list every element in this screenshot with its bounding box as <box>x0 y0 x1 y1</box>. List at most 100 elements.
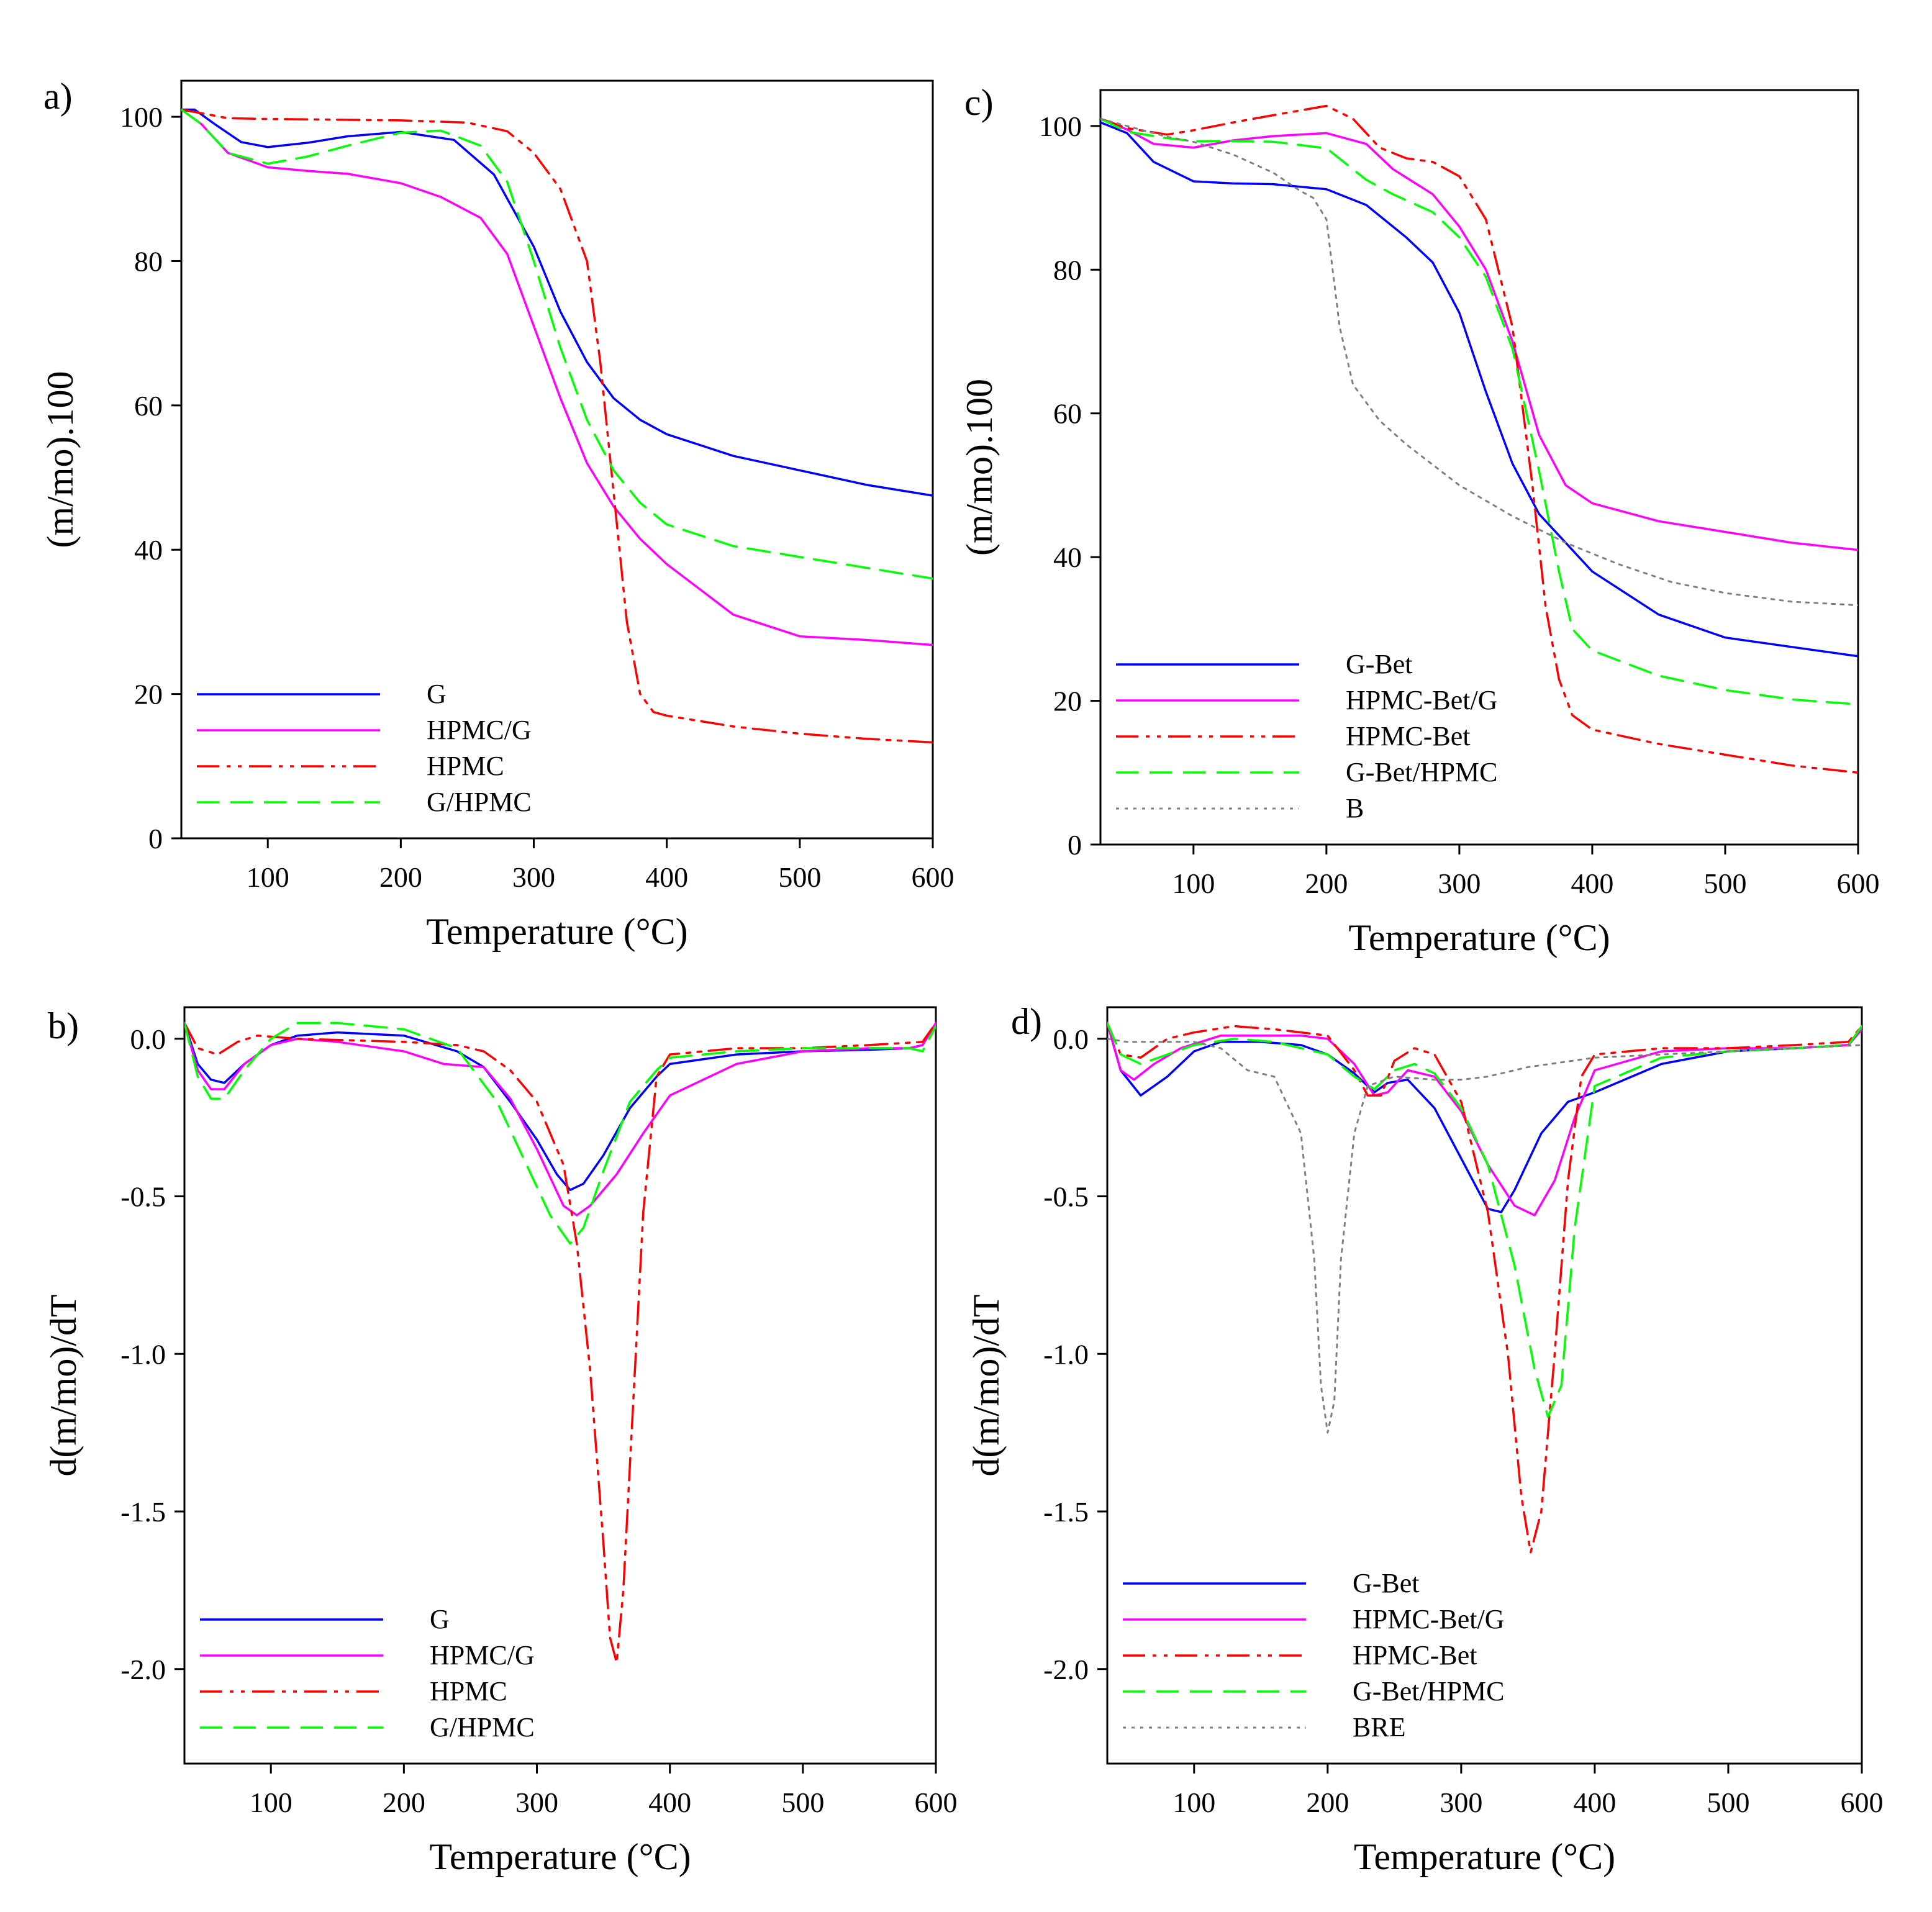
y-tick-label: 60 <box>1053 398 1082 430</box>
x-tick-label: 400 <box>1573 1787 1616 1818</box>
plot-frame <box>183 1006 937 1765</box>
y-tick-label: -1.5 <box>1043 1496 1089 1528</box>
legend-label: BRE <box>1353 1712 1406 1742</box>
panel-d: 100 200 300 400 500 600 0.0 -0.5 -1.0 -1.5 -2.0 Tem… <box>966 1001 1884 1877</box>
y-tick-label: 40 <box>1053 541 1082 573</box>
y-tick-label: 0.0 <box>130 1023 166 1055</box>
x-axis-label: Temperature (°C) <box>429 1836 691 1877</box>
series-line-b <box>1100 117 1858 607</box>
y-tick-label: -1.5 <box>120 1496 166 1528</box>
y-tick-label: 100 <box>120 101 163 133</box>
legend-label: G/HPMC <box>427 787 532 817</box>
y-tick-label: -1.0 <box>120 1338 166 1370</box>
series-line-g-bet-hpmc <box>1107 1022 1862 1418</box>
x-tick-label: 200 <box>383 1787 425 1818</box>
panel-b: 100 200 300 400 500 600 0.0 -0.5 -1.0 -1.5 -2.0 Tem… <box>43 1005 958 1877</box>
series-line-hpmc-bet <box>1100 104 1858 774</box>
panel-c: 100 200 300 400 500 600 0 20 40 60 80 100 Temperatur… <box>959 82 1880 958</box>
legend-label: G <box>430 1604 450 1634</box>
series-line-g <box>181 108 933 497</box>
legend-label: HPMC-Bet/G <box>1346 685 1497 715</box>
y-axis-label: (m/mo).100 <box>40 371 81 548</box>
x-tick-label: 300 <box>515 1787 558 1818</box>
legend-label: G <box>427 679 447 709</box>
legend-label: HPMC-Bet <box>1353 1640 1477 1670</box>
y-tick-label: 60 <box>134 390 163 422</box>
x-tick-label: 500 <box>778 861 821 893</box>
series-line-g-hpmc <box>184 1022 936 1245</box>
series-line-hpmc-g <box>184 1022 936 1217</box>
y-tick-label: 80 <box>1053 254 1082 286</box>
series-line-hpmc <box>181 108 933 744</box>
x-tick-label: 200 <box>1305 868 1348 899</box>
series-line-hpmc-bet-g <box>1100 117 1858 551</box>
y-tick-label: 80 <box>134 245 163 277</box>
y-tick-label: 0.0 <box>1053 1023 1089 1055</box>
y-tick-label: 100 <box>1039 111 1082 142</box>
y-axis-label: (m/mo).100 <box>959 379 1000 556</box>
x-tick-label: 400 <box>1571 868 1613 899</box>
y-tick-label: 20 <box>1053 686 1082 717</box>
legend-label: G-Bet <box>1353 1568 1420 1598</box>
panel-a: 100 200 300 400 500 600 0 20 40 60 80 100 Temperatur… <box>40 76 955 952</box>
y-tick-label: -1.0 <box>1043 1338 1089 1370</box>
x-tick-label: 100 <box>250 1787 293 1818</box>
y-tick-label: -2.0 <box>120 1654 166 1685</box>
series-line-hpmc-bet-g <box>1107 1022 1862 1217</box>
x-tick-label: 200 <box>1306 1787 1349 1818</box>
y-tick-label: 0 <box>1068 829 1082 861</box>
series-line-g-bet <box>1107 1022 1862 1213</box>
x-tick-label: 500 <box>1707 1787 1749 1818</box>
x-tick-label: 600 <box>1837 868 1880 899</box>
series-line-bre <box>1107 1038 1862 1434</box>
x-tick-label: 100 <box>247 861 289 893</box>
legend-label: G-Bet/HPMC <box>1346 757 1497 787</box>
series-line-g-bet-hpmc <box>1100 117 1858 706</box>
y-tick-label: 40 <box>134 534 163 566</box>
panel-label: a) <box>43 76 73 117</box>
y-tick-label: 0 <box>148 823 163 854</box>
x-tick-label: 300 <box>1438 868 1481 899</box>
x-tick-label: 500 <box>1703 868 1746 899</box>
legend-label: HPMC-Bet/G <box>1353 1604 1504 1634</box>
legend-label: HPMC/G <box>430 1640 535 1670</box>
legend-label: HPMC <box>430 1676 507 1706</box>
x-tick-label: 600 <box>915 1787 958 1818</box>
series-line-hpmc <box>184 1022 936 1664</box>
x-tick-label: 100 <box>1172 868 1215 899</box>
plot-frame <box>180 79 934 840</box>
legend-label: G-Bet <box>1346 649 1413 679</box>
series-line-g-bet <box>1100 121 1858 658</box>
legend-label: HPMC <box>427 751 504 781</box>
x-tick-label: 300 <box>512 861 555 893</box>
series-line-hpmc-bet <box>1107 1022 1862 1554</box>
y-tick-label: -0.5 <box>120 1181 166 1213</box>
legend-label: HPMC-Bet <box>1346 721 1470 751</box>
x-tick-label: 600 <box>1841 1787 1884 1818</box>
x-axis-label: Temperature (°C) <box>1354 1836 1615 1877</box>
x-tick-label: 300 <box>1440 1787 1482 1818</box>
y-tick-label: -2.0 <box>1043 1654 1089 1685</box>
x-tick-label: 400 <box>648 1787 691 1818</box>
legend-label: G/HPMC <box>430 1712 535 1742</box>
panel-label: b) <box>48 1005 79 1046</box>
legend-label: G-Bet/HPMC <box>1353 1676 1504 1706</box>
x-axis-label: Temperature (°C) <box>426 911 687 952</box>
panel-label: c) <box>964 82 994 123</box>
x-tick-label: 500 <box>781 1787 824 1818</box>
y-tick-label: -0.5 <box>1043 1181 1089 1213</box>
plot-frame <box>1099 89 1859 846</box>
y-axis-label: d(m/mo)/dT <box>43 1294 84 1476</box>
x-tick-label: 100 <box>1172 1787 1215 1818</box>
x-tick-label: 400 <box>645 861 688 893</box>
panel-label: d) <box>1011 1001 1042 1042</box>
x-tick-label: 200 <box>379 861 422 893</box>
x-axis-label: Temperature (°C) <box>1348 917 1610 958</box>
series-line-hpmc-g <box>181 108 933 646</box>
legend-label: B <box>1346 793 1364 823</box>
y-tick-label: 20 <box>134 679 163 710</box>
plot-frame <box>1106 1006 1863 1765</box>
series-line-g-hpmc <box>181 108 933 580</box>
x-tick-label: 600 <box>912 861 955 893</box>
